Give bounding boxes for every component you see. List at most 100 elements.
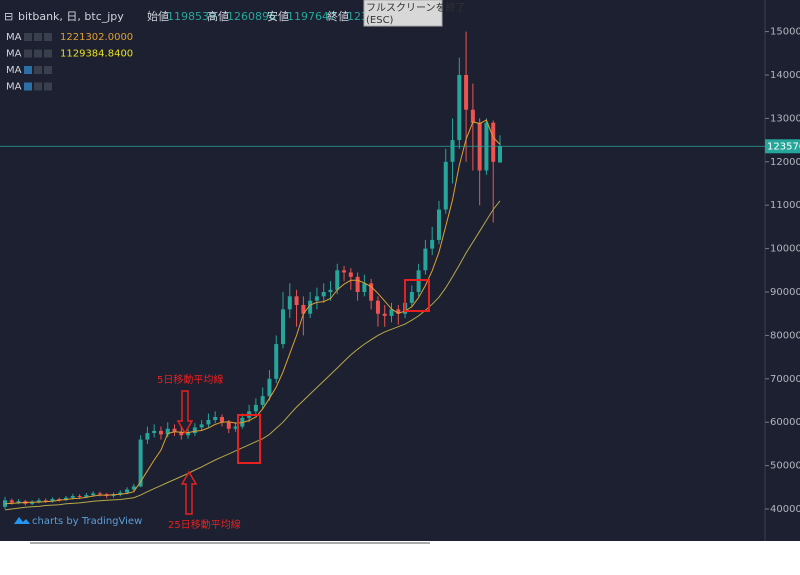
candle-body bbox=[64, 497, 69, 500]
candle-body bbox=[125, 489, 130, 493]
indicator-button bbox=[44, 33, 52, 41]
watermark: charts by TradingView bbox=[32, 516, 142, 527]
last-price-box bbox=[765, 139, 800, 154]
ohlc-value: 1198539 bbox=[167, 10, 216, 23]
candle-body bbox=[152, 430, 157, 434]
collapse-icon[interactable]: ⊟ bbox=[4, 10, 13, 23]
candle-body bbox=[281, 309, 286, 345]
y-tick-label: 400000 bbox=[770, 504, 800, 515]
candle-body bbox=[382, 313, 387, 316]
candle-body bbox=[172, 428, 177, 432]
candle-body bbox=[396, 309, 401, 314]
y-tick-label: 600000 bbox=[770, 417, 800, 428]
indicator-button bbox=[34, 66, 42, 74]
candle-body bbox=[260, 396, 265, 405]
page-bottom bbox=[0, 541, 800, 575]
candle-body bbox=[179, 431, 184, 436]
tooltip-text: フルスクリーンを終了 bbox=[366, 1, 466, 14]
candle-body bbox=[491, 122, 496, 162]
candle-body bbox=[294, 296, 299, 306]
logo bbox=[14, 517, 30, 524]
candle-body bbox=[131, 486, 136, 490]
highlight-box bbox=[237, 414, 261, 464]
y-tick-label: 800000 bbox=[770, 330, 800, 341]
indicator-button bbox=[44, 82, 52, 91]
y-tick-label: 1000000 bbox=[770, 244, 800, 255]
y-tick-label: 1400000 bbox=[770, 70, 800, 81]
annotation: 5日移動平均線 bbox=[157, 373, 223, 386]
indicator-button bbox=[34, 82, 42, 91]
indicator-button bbox=[34, 33, 42, 41]
candle-body bbox=[70, 495, 75, 498]
candle-body bbox=[342, 270, 347, 273]
candle-body bbox=[314, 296, 319, 301]
candle-body bbox=[274, 344, 279, 379]
candle-body bbox=[30, 502, 35, 504]
y-tick-label: 700000 bbox=[770, 374, 800, 385]
candle-body bbox=[457, 74, 462, 141]
candle-body bbox=[91, 493, 96, 496]
candle-body bbox=[301, 305, 306, 314]
candle-body bbox=[138, 439, 143, 487]
ma-line bbox=[4, 200, 501, 511]
candle-body bbox=[328, 289, 333, 293]
candle-body bbox=[464, 74, 469, 110]
candle-body bbox=[287, 296, 292, 310]
candle-body bbox=[389, 309, 394, 316]
indicator-button bbox=[24, 66, 32, 74]
ohlc-label: 高値 bbox=[207, 9, 229, 23]
plot-area bbox=[0, 31, 769, 511]
indicator-legend: MA 1221302.0000 MA 1129384.8400 MA MA bbox=[6, 32, 133, 93]
y-tick-label: 1100000 bbox=[770, 200, 800, 211]
candle-body bbox=[165, 428, 170, 435]
candle-body bbox=[348, 272, 353, 277]
y-tick-label: 1200000 bbox=[770, 157, 800, 168]
candle-body bbox=[219, 417, 224, 423]
candle-body bbox=[267, 378, 272, 397]
annotation: 25日移動平均線 bbox=[168, 518, 241, 531]
ohlc-header: 始値1198539高値1260896安値1197647終値1235762 bbox=[147, 9, 396, 23]
candle-body bbox=[450, 140, 455, 162]
indicator-button bbox=[24, 82, 32, 91]
ohlc-label: 終値 bbox=[327, 9, 349, 23]
candle-body bbox=[443, 161, 448, 210]
candle-body bbox=[470, 109, 475, 123]
y-tick-label: 900000 bbox=[770, 287, 800, 298]
candle-body bbox=[9, 500, 14, 503]
candle-body bbox=[199, 424, 204, 428]
candle-body bbox=[375, 300, 380, 314]
ohlc-value: 1197647 bbox=[287, 10, 336, 23]
indicator-name: MA bbox=[6, 82, 22, 93]
candle-body bbox=[362, 283, 367, 293]
candle-body bbox=[213, 417, 218, 421]
y-tick-label: 1500000 bbox=[770, 27, 800, 38]
tooltip-box bbox=[363, 0, 443, 27]
candle-body bbox=[111, 494, 116, 496]
candle-body bbox=[186, 433, 191, 436]
candle-body bbox=[118, 492, 123, 495]
candle-body bbox=[158, 430, 163, 435]
candle-body bbox=[423, 248, 428, 271]
indicator-value: 1221302.0000 bbox=[60, 32, 133, 43]
candle-body bbox=[84, 495, 89, 497]
chart-background bbox=[0, 0, 800, 541]
candle-body bbox=[226, 422, 231, 429]
indicator-name: MA bbox=[6, 49, 22, 60]
candle-body bbox=[253, 404, 258, 412]
ohlc-label: 安値 bbox=[267, 9, 289, 23]
candle-body bbox=[416, 270, 421, 293]
indicator-button bbox=[44, 66, 52, 74]
arrow-down bbox=[176, 390, 194, 435]
ohlc-label: 始値 bbox=[147, 9, 169, 23]
candle-body bbox=[43, 500, 48, 502]
candle-body bbox=[430, 239, 435, 249]
highlight-box bbox=[404, 279, 430, 312]
candle-body bbox=[77, 495, 82, 497]
candle-body bbox=[57, 499, 62, 501]
indicator-button bbox=[24, 33, 32, 41]
candle-body bbox=[145, 433, 150, 440]
candle-body bbox=[321, 292, 326, 297]
indicator-button bbox=[44, 49, 52, 58]
candle-body bbox=[36, 500, 41, 503]
